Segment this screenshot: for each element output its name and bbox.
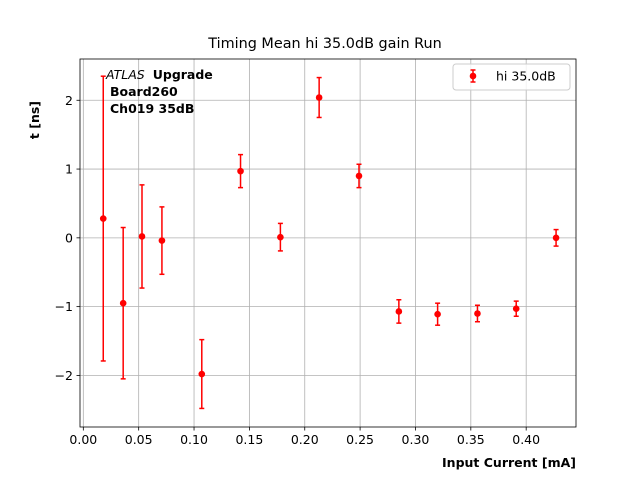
x-tick-label: 0.30 (402, 432, 430, 447)
data-point (138, 233, 146, 240)
data-marks (99, 75, 560, 410)
x-axis-label: Input Current [mA] (442, 455, 576, 470)
axis-ticks: 0.00 0.05 0.10 0.15 0.20 0.25 0.30 0.35 0.40 −2 −1… (55, 93, 541, 447)
atlas-label: ATLAS (105, 67, 145, 82)
y-tick-label: 0 (65, 230, 73, 245)
x-tick-label: 0.10 (180, 432, 208, 447)
svg-text:ATLAS Upgrade: ATLAS Upgrade (105, 67, 213, 82)
y-tick-label: −2 (55, 368, 73, 383)
y-tick-label: −1 (55, 299, 73, 314)
y-axis-label: t [ns] (27, 101, 42, 139)
x-tick-label: 0.35 (457, 432, 485, 447)
data-point (237, 167, 244, 175)
data-point (99, 215, 107, 222)
channel-label: Ch019 35dB (110, 101, 194, 116)
x-tick-label: 0.25 (346, 432, 374, 447)
data-point (512, 305, 520, 312)
data-point (552, 234, 560, 242)
data-point (198, 370, 206, 378)
upgrade-label: Upgrade (153, 67, 213, 82)
x-tick-label: 0.40 (512, 432, 540, 447)
x-tick-label: 0.15 (235, 432, 263, 447)
data-point (395, 308, 403, 315)
legend-box (452, 63, 571, 91)
grid (80, 59, 576, 427)
x-tick-label: 0.05 (125, 432, 153, 447)
data-point (434, 310, 441, 318)
board-label: Board260 (110, 84, 178, 99)
data-point (474, 310, 481, 317)
legend-label: hi 35.0dB (496, 69, 556, 84)
data-point (158, 237, 166, 244)
legend-marker (469, 72, 477, 80)
y-tick-label: 1 (65, 162, 73, 177)
data-point (277, 233, 284, 241)
data-point (315, 94, 323, 101)
data-point (119, 299, 127, 307)
x-tick-label: 0.00 (69, 432, 97, 447)
atlas-annotation: ATLAS Upgrade Board260 Ch019 35dB (105, 67, 213, 116)
data-point (355, 172, 363, 180)
legend: hi 35.0dB (452, 63, 571, 91)
x-tick-label: 0.20 (291, 432, 319, 447)
chart-title: Timing Mean hi 35.0dB gain Run (207, 36, 442, 52)
plot-frame (79, 58, 577, 428)
y-tick-label: 2 (65, 93, 73, 108)
